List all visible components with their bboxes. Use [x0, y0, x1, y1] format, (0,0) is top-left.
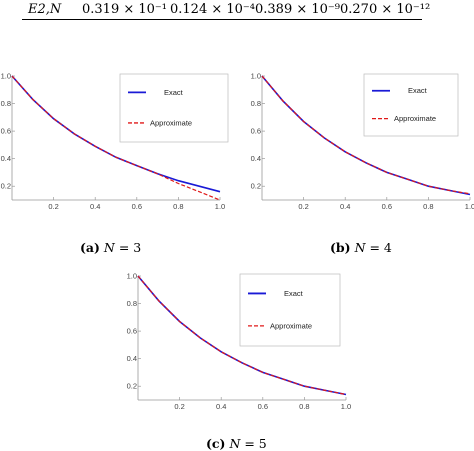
plot-panel-c: 0.2 0.4 0.6 0.8 1.0 0.2 0.4 0.6 0.8 1.0 Exact Appro…: [127, 272, 354, 418]
y-tick-label: 0.4: [251, 154, 261, 163]
x-tick-label: 0.6: [382, 202, 392, 211]
plot-panel-b: 0.2 0.4 0.6 0.8 1.0 0.2 0.4 0.6 0.8 1.0 Exact Appro…: [251, 72, 474, 218]
table-bottom-rule: [22, 19, 422, 20]
legend-label-exact: Exact: [408, 86, 428, 95]
y-tick-label: 0.2: [251, 182, 261, 191]
legend-box: [119, 73, 229, 143]
plot-a-svg: 0.2 0.4 0.6 0.8 1.0 0.2 0.4 0.6 0.8 1.0 Exact Appro…: [1, 72, 229, 211]
y-tick-label: 1.0: [1, 72, 11, 81]
error-value-n4: 0.124 × 10⁻⁴: [170, 2, 255, 17]
y-tick-label: 0.8: [251, 99, 261, 108]
y-tick-label: 0.4: [1, 154, 11, 163]
legend-box: [239, 273, 341, 347]
y-tick-label: 1.0: [127, 272, 137, 281]
x-tick-label: 0.8: [173, 202, 183, 211]
y-tick-label: 0.6: [1, 127, 11, 136]
series-line-approximate: [261, 75, 471, 195]
y-tick-label: 0.8: [1, 99, 11, 108]
legend-label-approximate: Approximate: [394, 114, 436, 123]
x-tick-label: 1.0: [341, 402, 351, 411]
y-tick-label: 0.4: [127, 354, 137, 363]
x-tick-label: 0.6: [132, 202, 142, 211]
error-value-n6: 0.270 × 10⁻¹²: [340, 2, 431, 17]
legend-box: [363, 73, 459, 137]
plot-b-svg: 0.2 0.4 0.6 0.8 1.0 0.2 0.4 0.6 0.8 1.0 Exact Appro…: [251, 72, 474, 212]
error-row-label: E2,N: [28, 2, 62, 17]
y-tick-label: 0.2: [127, 382, 137, 391]
x-tick-label: 1.0: [465, 202, 474, 211]
series-line-approximate: [137, 275, 347, 396]
x-tick-label: 0.4: [340, 202, 350, 211]
y-tick-label: 0.6: [127, 327, 137, 336]
legend-label-exact: Exact: [164, 88, 184, 97]
x-tick-label: 0.2: [174, 402, 184, 411]
x-tick-label: 0.8: [423, 202, 433, 211]
error-value-n3: 0.319 × 10⁻¹: [82, 2, 167, 17]
plot-c-svg: 0.2 0.4 0.6 0.8 1.0 0.2 0.4 0.6 0.8 1.0 Exact Appro…: [127, 272, 352, 412]
caption-b: (b) N = 4: [330, 240, 392, 255]
legend-label-exact: Exact: [284, 289, 304, 298]
error-table-row: E2,N 0.319 × 10⁻¹ 0.124 × 10⁻⁴ 0.389 × 1…: [0, 0, 474, 22]
legend-label-approximate: Approximate: [150, 118, 192, 127]
x-tick-label: 0.6: [258, 402, 268, 411]
x-tick-label: 0.4: [216, 402, 226, 411]
x-tick-label: 0.2: [48, 202, 58, 211]
legend-label-approximate: Approximate: [270, 321, 312, 330]
error-value-n5: 0.389 × 10⁻⁹: [255, 2, 340, 17]
y-tick-label: 0.2: [1, 182, 11, 191]
y-tick-label: 1.0: [251, 72, 261, 81]
x-tick-label: 0.4: [90, 202, 100, 211]
series-line-approximate: [11, 75, 221, 201]
plot-panel-a: 0.2 0.4 0.6 0.8 1.0 0.2 0.4 0.6 0.8 1.0 Exact Appro…: [1, 72, 229, 218]
x-tick-label: 1.0: [215, 202, 225, 211]
caption-c: (c) N = 5: [206, 436, 267, 451]
y-tick-label: 0.6: [251, 127, 261, 136]
caption-a: (a) N = 3: [80, 240, 142, 255]
x-tick-label: 0.2: [298, 202, 308, 211]
y-tick-label: 0.8: [127, 299, 137, 308]
x-tick-label: 0.8: [299, 402, 309, 411]
